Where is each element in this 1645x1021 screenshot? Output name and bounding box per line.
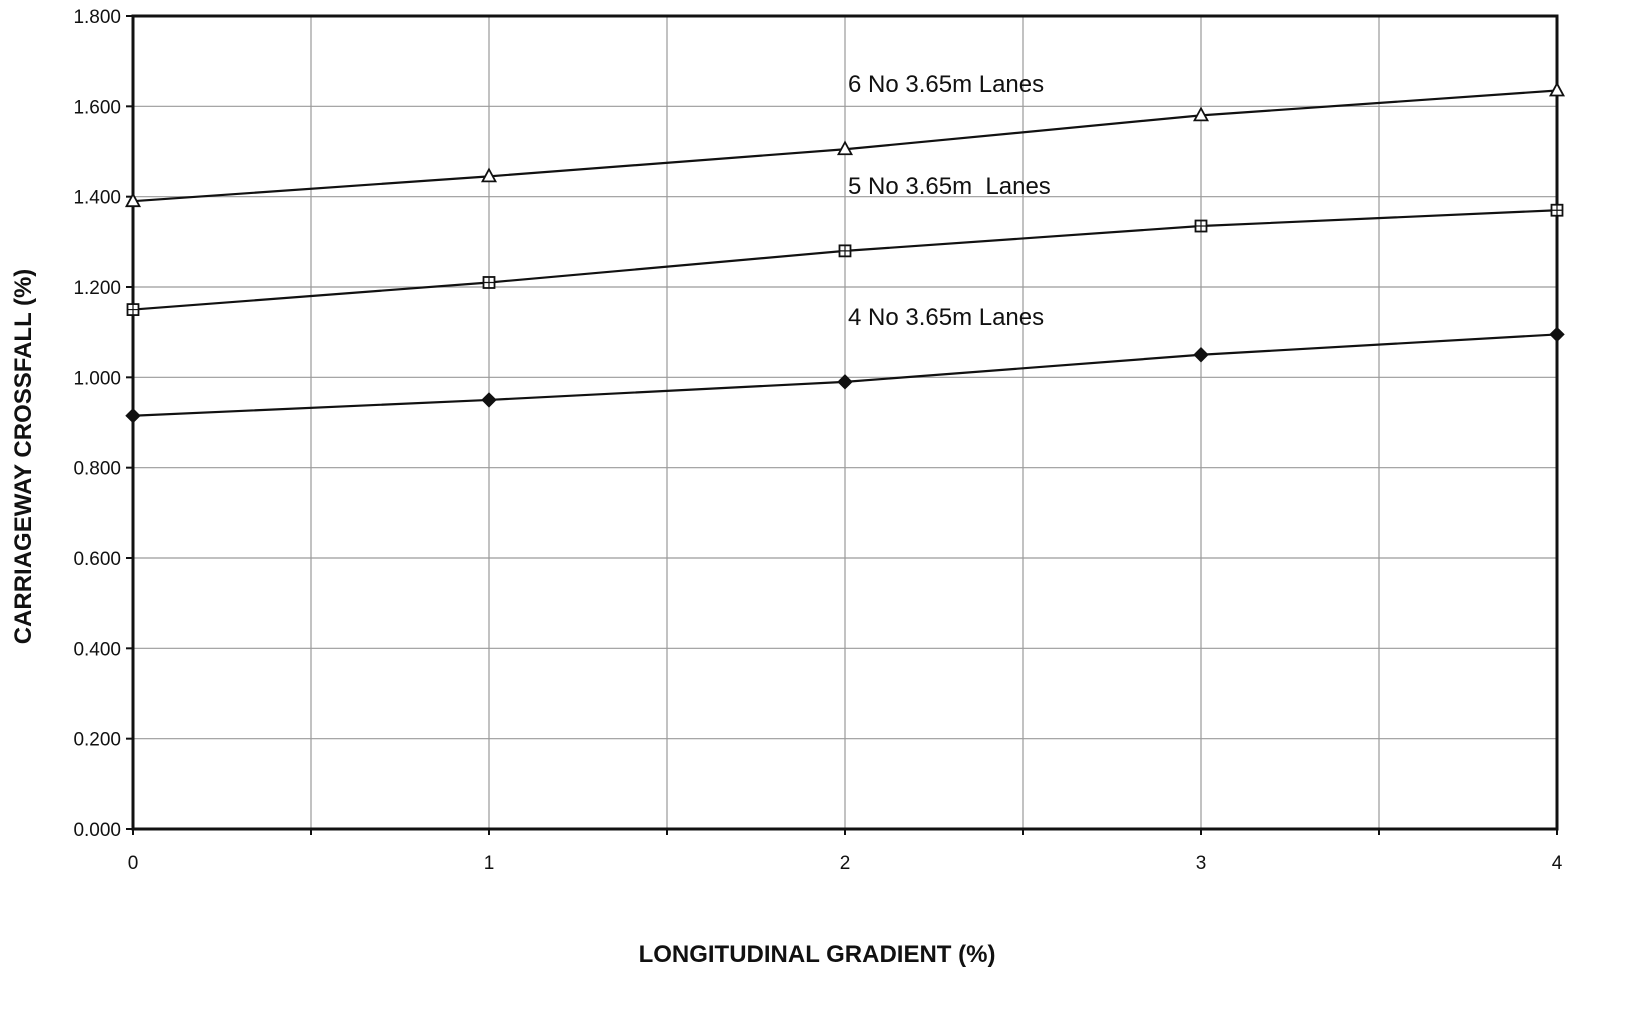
grid-lines [133,15,1557,829]
x-tick-label: 2 [840,853,851,874]
x-tick-label: 4 [1552,853,1563,874]
x-tick-label: 3 [1196,853,1207,874]
square-marker-cross [1195,220,1207,232]
x-tick-label: 1 [484,853,495,874]
triangle-marker [1192,106,1210,122]
diamond-marker [125,408,141,424]
y-tick-label: 1.600 [73,97,121,118]
series-markers [124,81,1566,424]
series-label: 6 No 3.65m Lanes [848,71,1044,98]
square-marker-cross [839,245,851,257]
y-tick-label: 1.200 [73,278,121,299]
y-tick-labels: 0.000 0.200 0.400 0.600 0.800 1.000 1.200 1.400… [73,7,121,841]
x-tick-label: 0 [128,853,139,874]
y-axis-title: CARRIAGEWAY CROSSFALL (%) [10,269,37,645]
y-tick-label: 0.400 [73,639,121,660]
square-marker-cross [1551,204,1563,216]
square-marker-cross [483,276,495,288]
x-axis-title: LONGITUDINAL GRADIENT (%) [639,941,996,968]
y-tick-label: 0.200 [73,730,121,751]
y-tick-label: 0.800 [73,459,121,480]
diamond-marker [481,392,497,408]
diamond-marker [837,374,853,390]
y-tick-label: 1.400 [73,188,121,209]
diamond-marker [1193,347,1209,363]
triangle-marker [836,140,854,156]
triangle-marker [1548,81,1566,97]
series-label: 4 No 3.65m Lanes [848,304,1044,331]
diamond-marker [1549,326,1565,343]
triangle-marker [124,192,142,208]
series-label: 5 No 3.65m Lanes [848,173,1051,200]
axis-ticks [126,15,1558,835]
x-tick-labels: 0 1 2 3 4 [128,853,1563,874]
y-tick-label: 1.800 [73,7,121,28]
y-tick-label: 1.000 [73,368,121,389]
series-labels: 6 No 3.65m Lanes 5 No 3.65m Lanes 4 No 3.6… [848,71,1051,331]
triangle-marker [480,167,498,183]
y-tick-label: 0.000 [73,820,121,841]
square-marker-cross [127,304,139,316]
y-tick-label: 0.600 [73,549,121,570]
